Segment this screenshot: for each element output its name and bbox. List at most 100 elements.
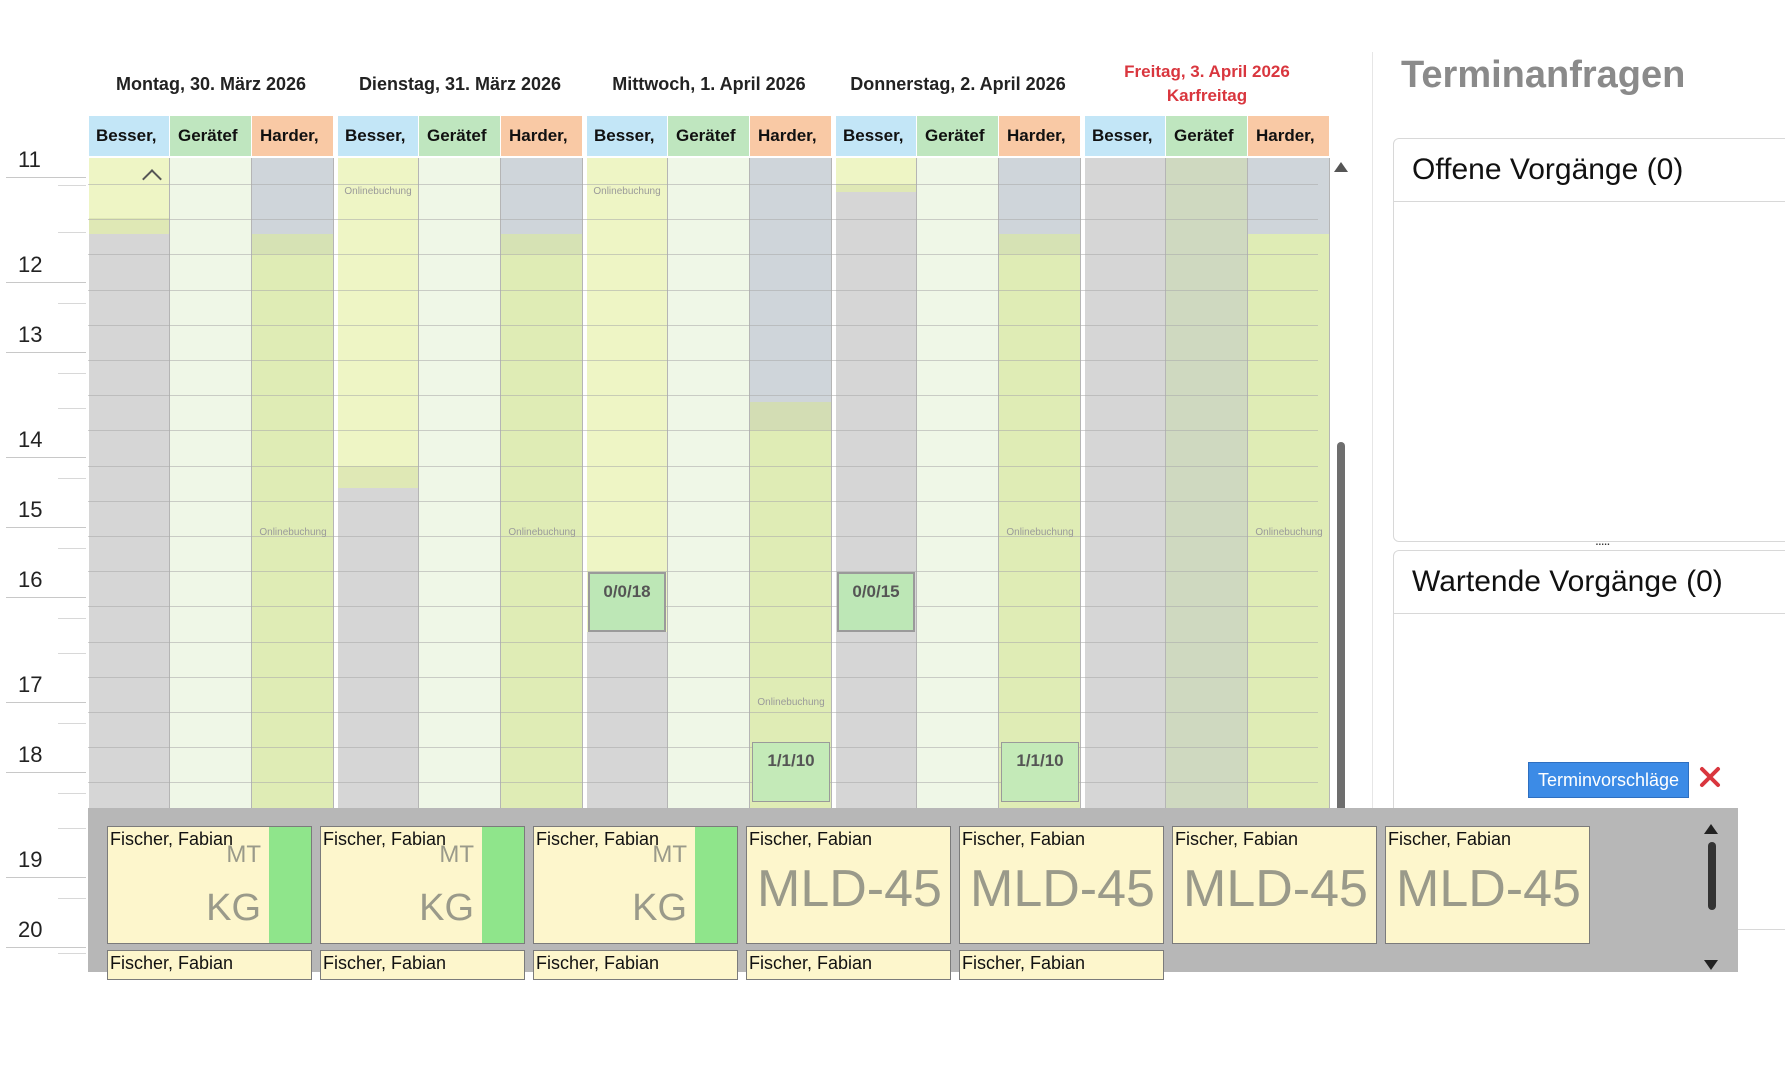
resource-header[interactable]: Besser, — [88, 116, 170, 156]
proposal-card[interactable]: Fischer, Fabian MT KG — [320, 826, 525, 944]
calendar-cell[interactable] — [252, 158, 334, 234]
calendar-cell[interactable] — [1248, 158, 1330, 234]
column-separator — [916, 158, 917, 972]
proposal-scroll-down-arrow[interactable] — [1704, 960, 1718, 970]
onlinebuchung-label: Onlinebuchung — [259, 527, 327, 538]
resource-header[interactable]: Besser, — [835, 116, 917, 156]
column-separator — [749, 158, 750, 972]
proposal-card[interactable]: Fischer, Fabian MLD-45 — [1172, 826, 1377, 944]
calendar-cell[interactable] — [88, 158, 170, 218]
day-separator — [1082, 116, 1085, 972]
calendar-cell[interactable] — [252, 234, 334, 254]
resource-header[interactable]: Gerätef — [419, 116, 501, 156]
proposal-scrollbar-thumb[interactable] — [1708, 842, 1716, 910]
proposal-card[interactable]: Fischer, Fabian MLD-45 — [1385, 826, 1590, 944]
therapy-code-mld: MLD-45 — [1396, 860, 1581, 918]
grid-line — [88, 571, 1318, 572]
close-icon[interactable] — [1698, 765, 1722, 789]
open-processes-header[interactable]: Offene Vorgänge (0) — [1394, 139, 1785, 202]
resource-header[interactable]: Gerätef — [668, 116, 750, 156]
grid-line — [88, 325, 1318, 326]
day-header[interactable]: Dienstag, 31. März 2026 — [358, 74, 562, 94]
resource-header[interactable]: Besser, — [337, 116, 419, 156]
resource-header[interactable]: Gerätef — [170, 116, 252, 156]
therapy-code-mld: MLD-45 — [757, 860, 942, 918]
resource-header[interactable]: Harder, — [999, 116, 1081, 156]
hour-line — [6, 597, 88, 598]
calendar-cell[interactable] — [999, 158, 1081, 234]
appointment-block[interactable]: 0/0/18 — [588, 572, 666, 632]
hour-line — [6, 177, 88, 178]
appointment-block[interactable]: 1/1/10 — [752, 742, 830, 802]
appointment-block[interactable]: 0/0/15 — [837, 572, 915, 632]
hour-label: 19 — [18, 847, 43, 872]
calendar-cell[interactable] — [999, 234, 1081, 254]
calendar-cell[interactable] — [501, 158, 583, 234]
day-header[interactable]: Donnerstag, 2. April 2026 — [850, 74, 1066, 94]
resource-header[interactable]: Besser, — [1084, 116, 1166, 156]
proposal-card[interactable]: Fischer, Fabian MLD-45 — [959, 826, 1164, 944]
hour-label: 16 — [18, 567, 43, 592]
proposal-bar: Fischer, Fabian MT KG Fischer, Fabian MT KG Fi… — [88, 808, 1738, 980]
open-processes-box: Offene Vorgänge (0) — [1393, 138, 1785, 542]
resource-header[interactable]: Harder, — [501, 116, 583, 156]
grid-line — [88, 712, 1318, 713]
proposal-card[interactable]: Fischer, Fabian — [320, 950, 525, 980]
column-separator — [582, 158, 583, 972]
proposal-card[interactable]: Fischer, Fabian MT KG — [107, 826, 312, 944]
proposal-card[interactable]: Fischer, Fabian — [107, 950, 312, 980]
proposal-card[interactable]: Fischer, Fabian — [533, 950, 738, 980]
calendar-cell[interactable] — [750, 158, 832, 402]
resource-header[interactable]: Gerätef — [1166, 116, 1248, 156]
column-separator — [667, 158, 668, 972]
column-separator — [831, 158, 832, 972]
patient-name: Fischer, Fabian — [749, 953, 873, 973]
grid-line — [88, 677, 1318, 678]
day-header[interactable]: Freitag, 3. April 2026 — [1124, 62, 1290, 81]
calendar-scrollbar-thumb[interactable] — [1337, 442, 1345, 832]
hour-line — [6, 527, 88, 528]
day-header[interactable]: Montag, 30. März 2026 — [115, 74, 307, 94]
column-separator — [418, 158, 419, 972]
resource-header[interactable]: Harder, — [252, 116, 334, 156]
panel-splitter[interactable]: ..... — [1595, 532, 1610, 548]
proposal-card[interactable]: Fischer, Fabian — [959, 950, 1164, 980]
calendar-cell[interactable] — [835, 158, 917, 184]
half-hour-line — [58, 953, 88, 954]
calendar-cell[interactable] — [337, 158, 419, 466]
waiting-processes-header[interactable]: Wartende Vorgänge (0) — [1394, 551, 1785, 614]
resource-header[interactable]: Harder, — [750, 116, 832, 156]
column-separator — [1080, 158, 1081, 972]
calendar-cell[interactable] — [750, 402, 832, 430]
patient-name: Fischer, Fabian — [110, 829, 234, 849]
hour-line — [6, 772, 88, 773]
grid-line — [88, 536, 1318, 537]
panel-title: Terminanfragen — [1401, 54, 1686, 96]
grid-line — [88, 501, 1318, 502]
hour-line — [6, 947, 88, 948]
proposal-card[interactable]: Fischer, Fabian — [746, 950, 951, 980]
grid-line — [88, 290, 1318, 291]
calendar-cell[interactable] — [337, 466, 419, 488]
appointment-block[interactable]: 1/1/10 — [1001, 742, 1079, 802]
onlinebuchung-label: Onlinebuchung — [1006, 527, 1074, 538]
resource-header[interactable]: Gerätef — [917, 116, 999, 156]
therapy-code-mt: MT — [226, 841, 261, 868]
half-hour-line — [58, 478, 88, 479]
calendar-cell[interactable] — [88, 218, 170, 234]
calendar-cell[interactable] — [501, 234, 583, 254]
terminvorschlaege-button[interactable]: Terminvorschläge — [1528, 762, 1690, 798]
hour-line — [6, 702, 88, 703]
resource-header[interactable]: Harder, — [1248, 116, 1330, 156]
resource-header[interactable]: Besser, — [586, 116, 668, 156]
calendar-cell[interactable] — [835, 184, 917, 192]
proposal-scroll-up-arrow[interactable] — [1704, 824, 1718, 834]
half-hour-line — [58, 185, 88, 186]
hour-line — [6, 877, 88, 878]
day-header[interactable]: Mittwoch, 1. April 2026 — [612, 74, 806, 94]
therapy-code-mld: MLD-45 — [970, 860, 1155, 918]
calendar-scroll-up-arrow[interactable] — [1334, 162, 1348, 172]
proposal-card[interactable]: Fischer, Fabian MLD-45 — [746, 826, 951, 944]
proposal-card[interactable]: Fischer, Fabian MT KG — [533, 826, 738, 944]
grid-line — [88, 430, 1318, 431]
